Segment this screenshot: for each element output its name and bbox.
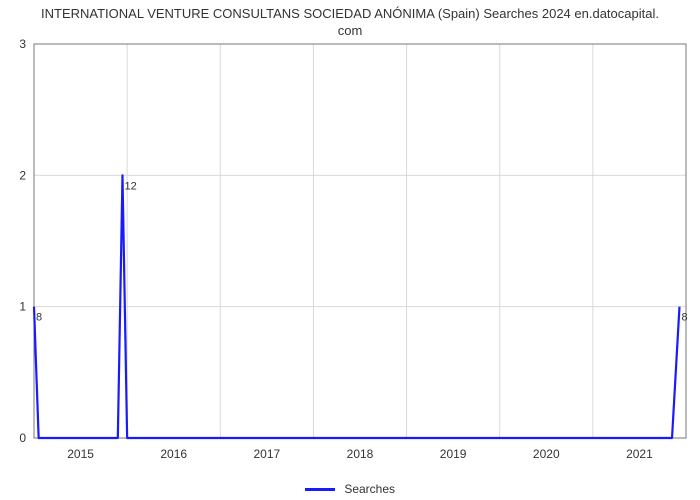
x-tick-label: 2017 bbox=[254, 447, 281, 461]
data-point-label: 8 bbox=[681, 312, 687, 324]
x-tick-label: 2018 bbox=[347, 447, 374, 461]
x-tick-label: 2020 bbox=[533, 447, 560, 461]
y-tick-label: 0 bbox=[19, 431, 26, 445]
y-tick-label: 3 bbox=[19, 37, 26, 51]
legend: Searches bbox=[0, 482, 700, 496]
legend-label: Searches bbox=[344, 482, 395, 496]
x-tick-label: 2016 bbox=[160, 447, 187, 461]
y-tick-label: 1 bbox=[19, 300, 26, 314]
x-tick-label: 2015 bbox=[67, 447, 94, 461]
y-tick-label: 2 bbox=[19, 168, 26, 182]
data-point-label: 8 bbox=[36, 312, 42, 324]
x-tick-label: 2021 bbox=[626, 447, 653, 461]
data-point-label: 12 bbox=[124, 180, 136, 192]
legend-swatch bbox=[305, 488, 335, 491]
x-tick-label: 2019 bbox=[440, 447, 467, 461]
line-chart: 012320152016201720182019202020218128 bbox=[0, 0, 700, 500]
